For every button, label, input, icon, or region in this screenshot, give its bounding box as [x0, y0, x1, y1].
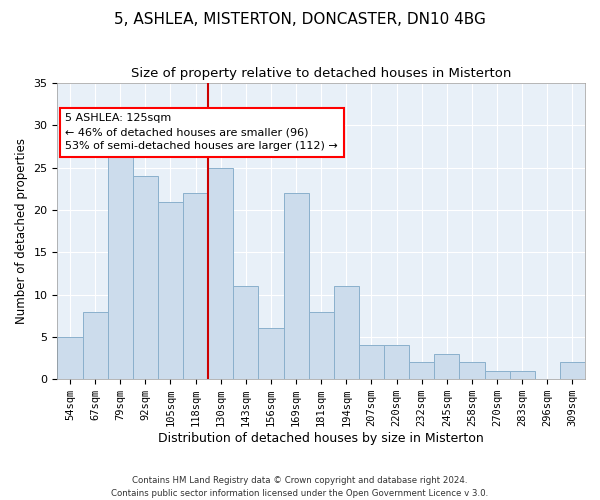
Bar [83, 312, 107, 379]
Bar [485, 371, 509, 379]
Bar [509, 371, 535, 379]
Bar [460, 362, 485, 379]
Bar [409, 362, 434, 379]
Text: 5 ASHLEA: 125sqm
← 46% of detached houses are smaller (96)
53% of semi-detached : 5 ASHLEA: 125sqm ← 46% of detached house… [65, 113, 338, 151]
Bar [208, 168, 233, 379]
Bar [158, 202, 183, 379]
Bar [233, 286, 259, 379]
Bar [384, 346, 409, 379]
Bar [334, 286, 359, 379]
Y-axis label: Number of detached properties: Number of detached properties [15, 138, 28, 324]
Bar [560, 362, 585, 379]
Bar [359, 346, 384, 379]
Bar [284, 193, 308, 379]
Bar [58, 337, 83, 379]
X-axis label: Distribution of detached houses by size in Misterton: Distribution of detached houses by size … [158, 432, 484, 445]
Bar [434, 354, 460, 379]
Bar [259, 328, 284, 379]
Title: Size of property relative to detached houses in Misterton: Size of property relative to detached ho… [131, 68, 511, 80]
Bar [107, 134, 133, 379]
Text: Contains HM Land Registry data © Crown copyright and database right 2024.
Contai: Contains HM Land Registry data © Crown c… [112, 476, 488, 498]
Bar [133, 176, 158, 379]
Text: 5, ASHLEA, MISTERTON, DONCASTER, DN10 4BG: 5, ASHLEA, MISTERTON, DONCASTER, DN10 4B… [114, 12, 486, 28]
Bar [308, 312, 334, 379]
Bar [183, 193, 208, 379]
